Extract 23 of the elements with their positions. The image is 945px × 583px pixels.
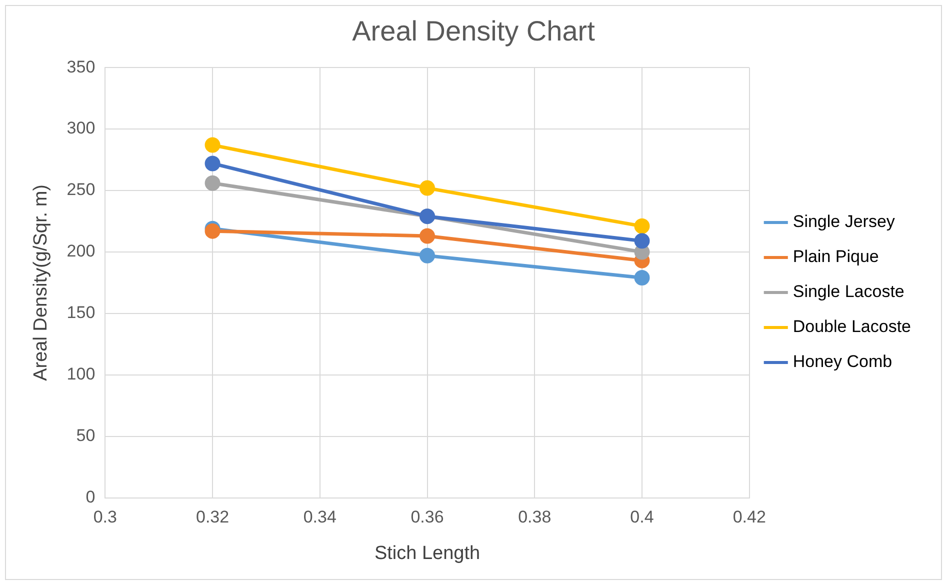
x-tick-label: 0.34 (303, 508, 336, 527)
x-tick-label: 0.32 (196, 508, 230, 527)
legend-label: Single Lacoste (792, 282, 904, 302)
x-axis-title: Stich Length (374, 542, 480, 564)
legend-label: Single Jersey (792, 212, 896, 232)
y-tick-label: 300 (66, 118, 96, 138)
y-tick-label: 150 (66, 303, 96, 322)
y-axis-title: Areal Density(g/Sqr. m) (30, 184, 52, 381)
y-tick-label: 250 (66, 180, 96, 200)
y-tick-label: 200 (66, 242, 96, 261)
x-tick-label: 0.42 (732, 508, 766, 527)
y-tick-label: 100 (66, 364, 96, 384)
legend-label: Double Lacoste (792, 317, 912, 336)
legend-label: Honey Comb (792, 352, 892, 372)
legend-label: Plain Pique (792, 247, 879, 266)
chart-title: Areal Density Chart (352, 16, 596, 47)
y-tick-label: 0 (86, 487, 96, 506)
y-tick-label: 50 (76, 426, 96, 446)
x-tick-label: 0.3 (93, 508, 117, 527)
x-tick-label: 0.4 (630, 508, 654, 527)
y-tick-label: 350 (66, 57, 96, 76)
x-tick-label: 0.38 (518, 508, 552, 527)
x-tick-label: 0.36 (410, 508, 444, 527)
